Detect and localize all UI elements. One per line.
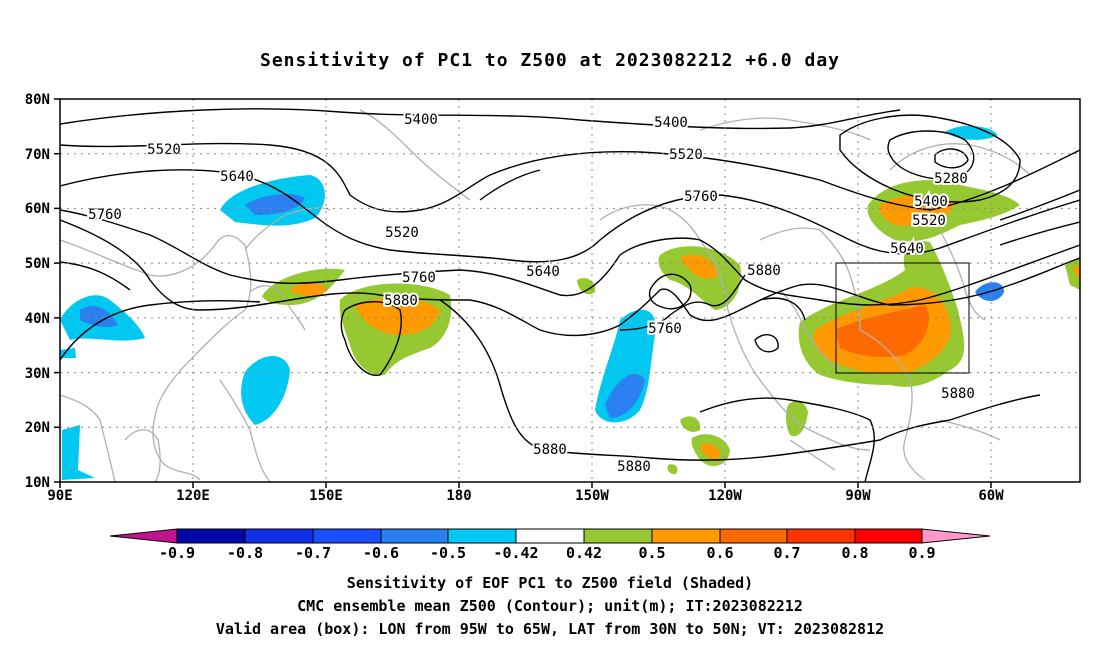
negative-area: [80, 305, 118, 328]
contour-label: 5880: [617, 459, 651, 475]
colorbar-segment: [176, 528, 246, 544]
lat-label: 50N: [25, 256, 50, 272]
contour-label: 5880: [941, 386, 975, 402]
colorbar-segment: [921, 528, 991, 544]
graticule: [60, 99, 1080, 482]
contour-label: 5880: [384, 293, 418, 309]
contour-label: 5640: [526, 264, 560, 280]
contour-label: 5400: [404, 112, 438, 128]
colorbar-segment: [380, 528, 449, 544]
negative-area: [62, 425, 95, 480]
contour-label: 5880: [533, 442, 567, 458]
colorbar-segment: [854, 528, 923, 544]
lon-label: 60W: [978, 488, 1004, 504]
colorbar-tick: 0.7: [773, 544, 800, 562]
contour-label: 5520: [385, 225, 419, 241]
colorbar-segment: [786, 528, 856, 544]
caption-contour: CMC ensemble mean Z500 (Contour); unit(m…: [297, 597, 803, 615]
lon-label: 90E: [47, 488, 72, 504]
caption-shaded: Sensitivity of EOF PC1 to Z500 field (Sh…: [346, 574, 754, 592]
colorbar-tick: 0.42: [566, 544, 602, 562]
positive-area: [290, 282, 328, 296]
colorbar-tick: -0.6: [363, 544, 399, 562]
contour-label: 5280: [934, 171, 968, 187]
contour-label: 5640: [890, 241, 924, 257]
positive-area: [785, 400, 808, 437]
contour-label: 5400: [914, 194, 948, 210]
colorbar-segment: [651, 528, 721, 544]
caption-valid-area: Valid area (box): LON from 95W to 65W, L…: [215, 620, 885, 638]
negative-area: [60, 348, 76, 358]
valid-area-box: [835, 262, 970, 374]
contour-label: 5760: [88, 207, 122, 223]
contour-label: 5760: [684, 189, 718, 205]
colorbar-tick: -0.9: [159, 544, 195, 562]
positive-area: [680, 416, 701, 432]
positive-area: [700, 443, 721, 460]
positive-area: [577, 278, 596, 295]
lon-label: 90W: [845, 488, 871, 504]
contour-label: 5520: [912, 213, 946, 229]
contour-label: 5880: [747, 263, 781, 279]
z500-contours: [60, 108, 1080, 482]
colorbar-ticks: -0.9 -0.8 -0.7 -0.6 -0.5 -0.42 0.42 0.5 …: [159, 544, 936, 562]
lon-label: 120E: [176, 488, 210, 504]
lat-label: 60N: [25, 201, 50, 217]
lon-labels: 90E 120E 150E 180 150W 120W 90W 60W: [47, 488, 1004, 504]
colorbar-segment: [312, 528, 382, 544]
lat-label: 20N: [25, 420, 50, 436]
contour-label: 5520: [669, 147, 703, 163]
coastlines: [60, 109, 1031, 482]
contour-label: 5760: [402, 270, 436, 286]
lat-labels: 80N 70N 60N 50N 40N 30N 20N 10N: [25, 92, 50, 491]
negative-area: [605, 374, 645, 418]
colorbar-segment: [583, 528, 653, 544]
map-title: Sensitivity of PC1 to Z500 at 2023082212…: [259, 50, 840, 71]
contour-label: 5400: [654, 115, 688, 131]
lon-label: 150W: [575, 488, 609, 504]
positive-area: [1072, 266, 1080, 280]
positive-area: [658, 246, 741, 310]
colorbar-tick: 0.9: [908, 544, 935, 562]
colorbar-segment: [244, 528, 314, 544]
colorbar-tick: 0.5: [638, 544, 665, 562]
colorbar-tick: -0.7: [295, 544, 331, 562]
colorbar-segment: [515, 528, 585, 544]
lat-label: 70N: [25, 147, 50, 163]
colorbar-tick: 0.6: [706, 544, 733, 562]
lat-label: 30N: [25, 366, 50, 382]
contour-label: 5520: [147, 142, 181, 158]
lon-label: 120W: [708, 488, 742, 504]
colorbar-tick: -0.8: [227, 544, 263, 562]
contour-label: 5760: [648, 321, 682, 337]
lon-label: 180: [446, 488, 471, 504]
colorbar-segment: [447, 528, 517, 544]
lat-label: 40N: [25, 311, 50, 327]
positive-area: [1065, 258, 1080, 290]
colorbar-tick: -0.42: [493, 544, 538, 562]
positive-area: [355, 298, 440, 335]
positive-area: [667, 464, 678, 475]
positive-area: [879, 195, 955, 226]
axis-ticks: [54, 98, 992, 488]
contour-label: 5640: [220, 169, 254, 185]
negative-area: [245, 194, 305, 215]
negative-area: [241, 355, 290, 425]
colorbar-tick: -0.5: [430, 544, 466, 562]
lat-label: 80N: [25, 92, 50, 108]
colorbar-tick: 0.8: [841, 544, 868, 562]
colorbar: [109, 528, 991, 544]
colorbar-segment: [109, 528, 178, 544]
contour-labels: 5400 5400 5520 5520 5520 5640 5640 5760 …: [86, 110, 977, 477]
colorbar-segment: [719, 528, 788, 544]
lon-label: 150E: [309, 488, 343, 504]
lat-label: 10N: [25, 475, 50, 491]
positive-area: [680, 254, 718, 279]
plot-frame: [59, 98, 1081, 483]
